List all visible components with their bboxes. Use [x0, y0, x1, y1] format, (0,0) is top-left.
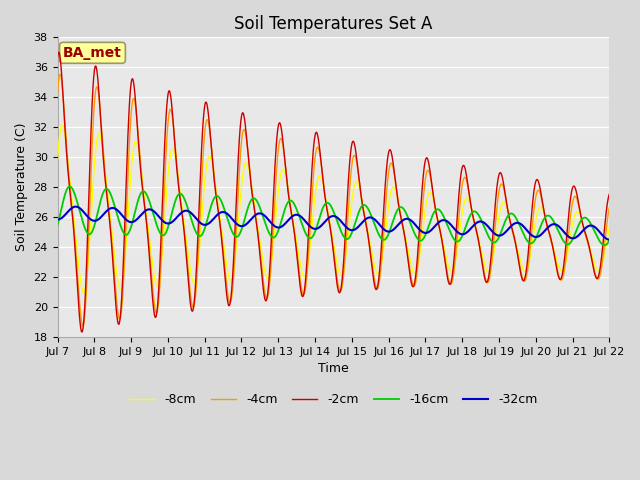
-16cm — [368, 215, 376, 220]
-8cm — [120, 274, 127, 279]
-32cm — [119, 214, 127, 219]
-8cm — [58, 122, 66, 128]
-2cm — [369, 267, 376, 273]
-4cm — [310, 168, 317, 174]
-2cm — [605, 191, 613, 197]
-4cm — [289, 216, 296, 222]
-2cm — [310, 142, 317, 148]
-32cm — [368, 215, 376, 221]
-16cm — [54, 222, 61, 228]
-8cm — [97, 136, 105, 142]
-8cm — [289, 213, 296, 219]
-16cm — [288, 198, 296, 204]
-2cm — [55, 49, 63, 55]
Line: -4cm: -4cm — [58, 74, 609, 326]
-16cm — [605, 238, 613, 243]
-8cm — [369, 252, 376, 258]
-8cm — [300, 274, 308, 279]
-2cm — [78, 329, 86, 335]
-16cm — [601, 242, 609, 248]
-8cm — [54, 156, 61, 162]
-16cm — [119, 229, 127, 235]
-4cm — [300, 292, 308, 298]
Legend: -8cm, -4cm, -2cm, -16cm, -32cm: -8cm, -4cm, -2cm, -16cm, -32cm — [124, 388, 543, 411]
-8cm — [310, 205, 317, 211]
-8cm — [605, 224, 613, 230]
Title: Soil Temperatures Set A: Soil Temperatures Set A — [234, 15, 433, 33]
X-axis label: Time: Time — [318, 362, 349, 375]
-32cm — [288, 214, 296, 219]
-4cm — [605, 204, 613, 210]
-2cm — [300, 291, 308, 297]
-32cm — [605, 237, 613, 242]
Line: -32cm: -32cm — [58, 206, 609, 240]
-4cm — [79, 323, 87, 329]
-32cm — [97, 215, 104, 220]
-2cm — [97, 121, 105, 127]
Line: -8cm: -8cm — [58, 125, 609, 293]
Y-axis label: Soil Temperature (C): Soil Temperature (C) — [15, 123, 28, 252]
-16cm — [300, 225, 307, 231]
-8cm — [80, 290, 88, 296]
-16cm — [97, 198, 104, 204]
-2cm — [120, 257, 127, 263]
-16cm — [66, 183, 74, 189]
Line: -16cm: -16cm — [58, 186, 609, 245]
-2cm — [289, 216, 296, 222]
Line: -2cm: -2cm — [58, 52, 609, 332]
Text: BA_met: BA_met — [63, 46, 122, 60]
-4cm — [54, 90, 61, 96]
-32cm — [310, 226, 317, 231]
-32cm — [54, 216, 61, 222]
-4cm — [120, 280, 127, 286]
-32cm — [72, 204, 79, 209]
-4cm — [97, 117, 105, 123]
-32cm — [300, 216, 307, 222]
-16cm — [310, 232, 317, 238]
-2cm — [54, 55, 61, 60]
-4cm — [56, 72, 64, 77]
-4cm — [369, 262, 376, 268]
